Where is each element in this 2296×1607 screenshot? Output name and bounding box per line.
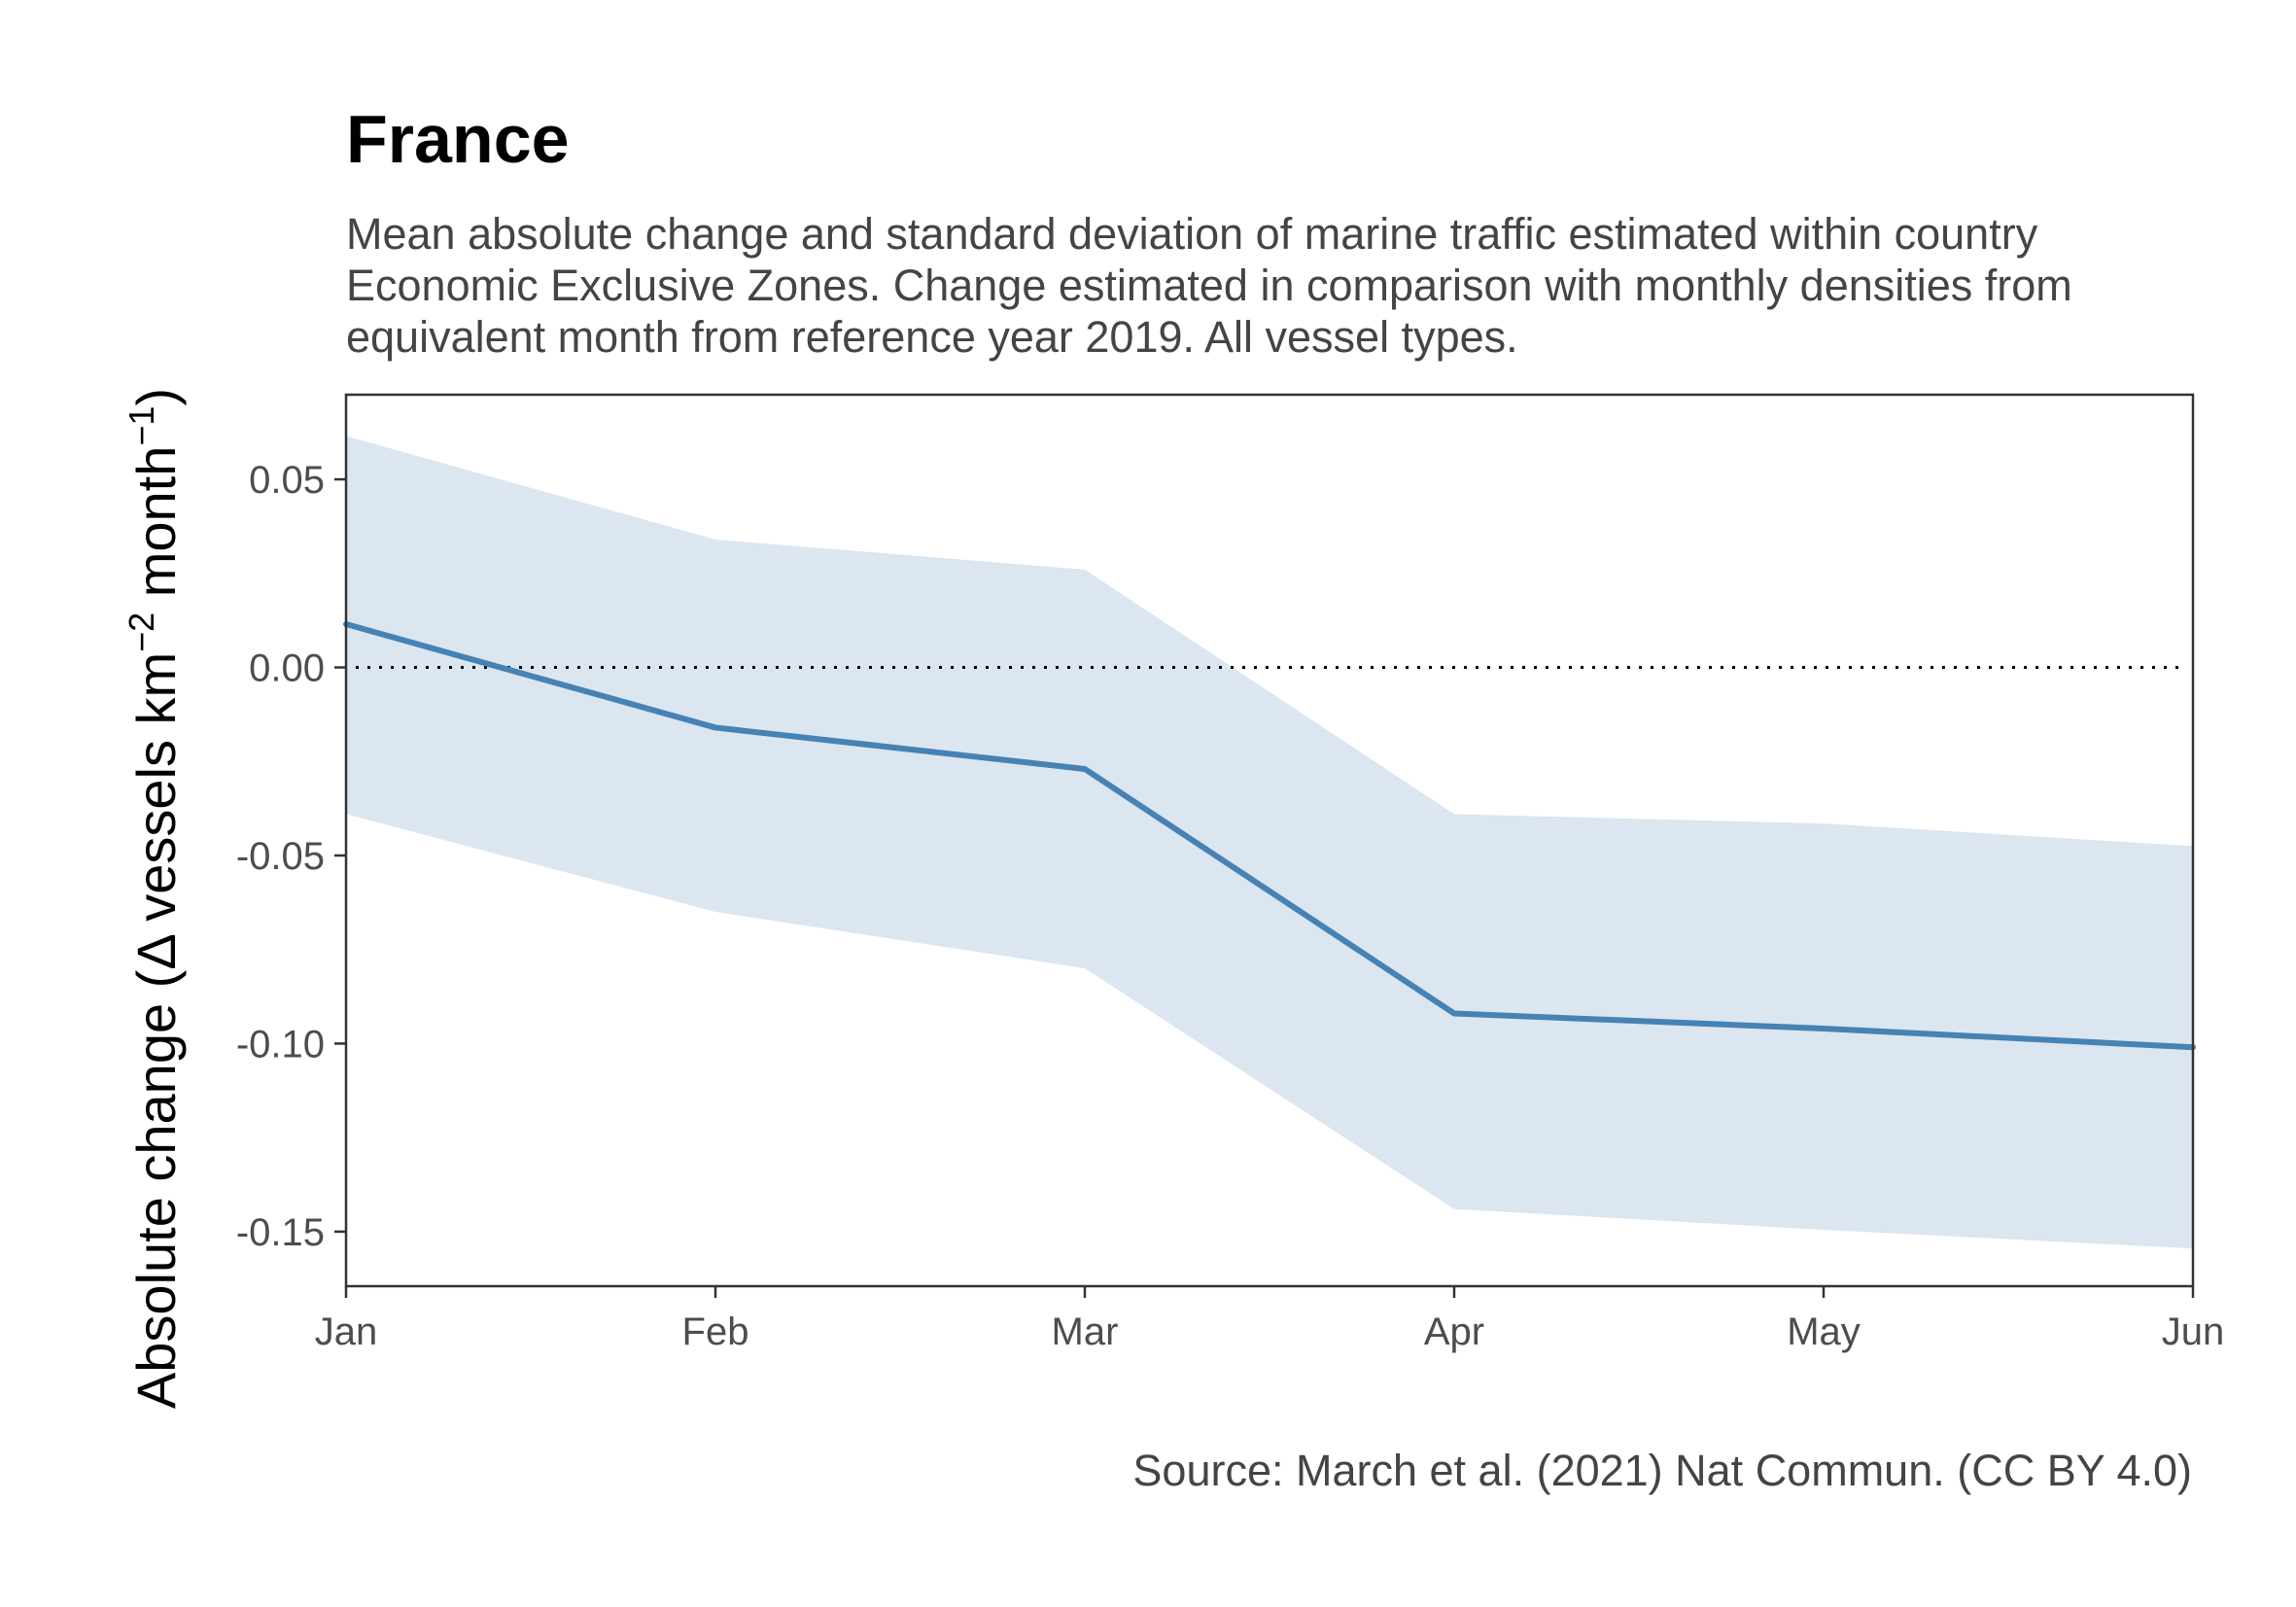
x-tick-label: Feb (682, 1310, 749, 1353)
mean-point-feb (713, 724, 718, 731)
mean-line (345, 621, 2194, 1051)
y-tick-label: -0.10 (236, 1023, 325, 1066)
x-tick-label: May (1787, 1310, 1861, 1353)
mean-point-mar (1082, 765, 1088, 772)
x-axis: Jan Feb Mar Apr May Jun (315, 1286, 2225, 1353)
y-axis: 0.05 0.00 -0.05 -0.10 -0.15 (236, 459, 346, 1254)
x-tick-label: Apr (1424, 1310, 1484, 1353)
y-tick-label: 0.00 (249, 647, 325, 690)
panel-border (344, 393, 2195, 1288)
chart-subtitle: Mean absolute change and standard deviat… (346, 209, 2072, 362)
plot-area (343, 393, 2196, 1288)
x-tick-label: Jan (315, 1310, 378, 1353)
y-tick-label: 0.05 (249, 459, 325, 502)
x-tick-label: Mar (1052, 1310, 1119, 1353)
mean-point-may (1821, 1025, 1826, 1031)
y-tick-label: -0.05 (236, 835, 325, 878)
chart-title: France (346, 101, 570, 177)
sd-band (346, 436, 2193, 1249)
mean-point-apr (1451, 1010, 1457, 1017)
chart-caption: Source: March et al. (2021) Nat Commun. … (1132, 1446, 2192, 1495)
y-axis-label: Absolute change (Δ vessels km−2 month−1) (122, 388, 187, 1409)
x-tick-label: Jun (2162, 1310, 2225, 1353)
y-tick-label: -0.15 (236, 1211, 325, 1254)
